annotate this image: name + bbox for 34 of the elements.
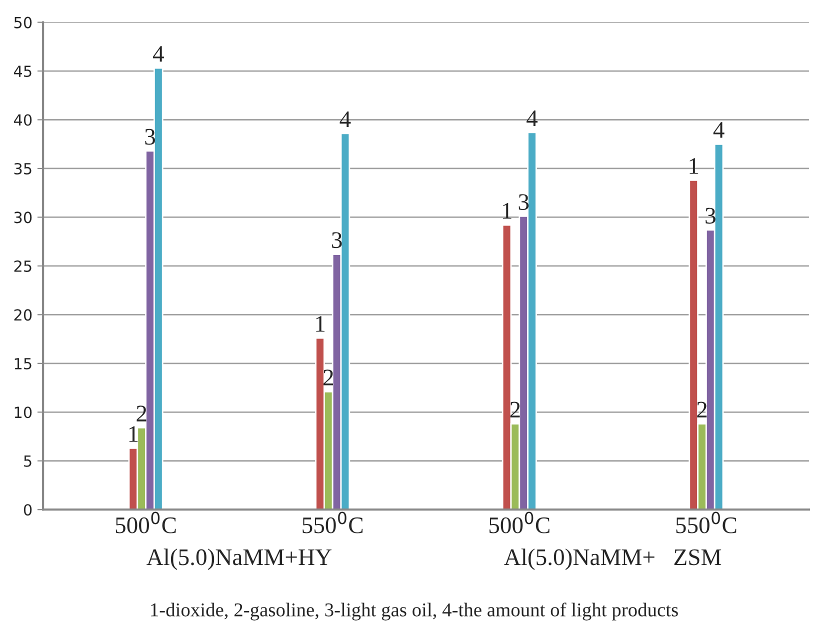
y-tick-label: 10 <box>14 406 32 418</box>
x-tick-label: 550$^{0}$C <box>676 512 736 534</box>
text: 4 <box>526 110 538 126</box>
y-tick-label: 50 <box>14 16 32 28</box>
y-tick-label: 20 <box>14 309 32 321</box>
text: 1 <box>502 203 512 219</box>
x-tick-label: 500$^{0}$C <box>116 512 176 534</box>
y-tick-label: 45 <box>14 66 32 78</box>
text: 3 <box>706 208 716 224</box>
y-tick-label: 35 <box>14 162 32 175</box>
series-label: 3 <box>518 194 529 210</box>
text: 4 <box>713 122 724 138</box>
y-tick-label: 30 <box>14 212 32 224</box>
series-label: 1 <box>690 158 698 174</box>
text: 3 <box>145 128 155 145</box>
text: 4 <box>340 111 351 127</box>
x-tick-label: 500$^{0}$C <box>489 512 550 534</box>
y-tick-label: 40 <box>14 114 32 126</box>
text: 2 <box>510 402 520 418</box>
y-tick-label: 5 <box>24 456 32 467</box>
x-tick-label: 550$^{0}$C <box>302 512 363 534</box>
text: 1 <box>129 426 138 442</box>
text: 2 <box>697 402 707 418</box>
y-tick-label: 0 <box>24 504 32 516</box>
series-label: 4 <box>152 46 164 62</box>
y-tick-label: 15 <box>14 358 32 370</box>
y-tick-label: 25 <box>14 260 32 272</box>
text: 2 <box>136 406 146 422</box>
text: 3 <box>332 232 342 248</box>
text: Al(5.0)NaMM+ ZSM <box>504 548 722 570</box>
text: 1 <box>316 316 324 332</box>
series-label: 2 <box>324 370 333 386</box>
text: 1-dioxide, 2-gasoline, 3-light gas oil, 4-the amount of light products <box>151 602 678 620</box>
text: Al(5.0)NaMM+HY <box>146 548 332 570</box>
